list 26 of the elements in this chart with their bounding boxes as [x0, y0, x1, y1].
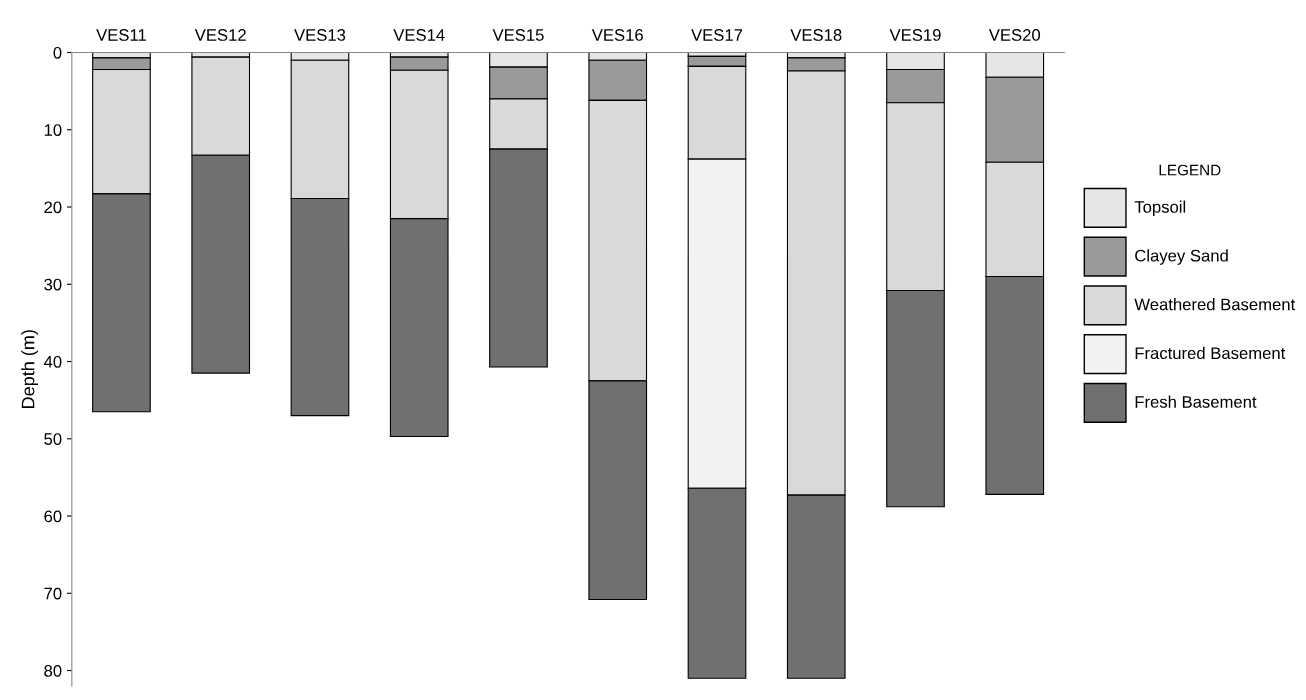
x-tick-label: VES19	[889, 29, 941, 41]
legend-label: Fresh Basement	[1135, 395, 1257, 408]
y-tick-label: 70	[44, 587, 62, 600]
legend-label: Fractured Basement	[1135, 346, 1286, 360]
legend-label: Weathered Basement	[1134, 298, 1296, 311]
y-tick-label: 40	[43, 355, 62, 368]
y-tick-label: 60	[44, 510, 62, 523]
x-tick-label: VES12	[194, 29, 246, 41]
x-tick-label: VES18	[790, 29, 842, 41]
y-tick-label: 10	[44, 124, 62, 136]
y-tick-label: 50	[44, 433, 62, 445]
x-tick-label: VES20	[988, 29, 1041, 41]
x-tick-label: VES15	[492, 29, 544, 41]
legend-label: Clayey Sand	[1135, 249, 1228, 265]
y-tick-label: 20	[44, 201, 62, 214]
x-tick-label: VES13	[294, 29, 346, 41]
y-axis-title: Depth (m)	[21, 330, 39, 408]
legend-title: LEGEND	[1159, 164, 1221, 176]
legend-label: Topsoil	[1134, 200, 1186, 217]
x-tick-label: VES14	[393, 29, 445, 41]
x-tick-label: VES17	[691, 29, 743, 41]
y-tick-label: 80	[44, 664, 62, 677]
y-tick-label: 30	[44, 278, 62, 291]
x-tick-label: VES16	[591, 29, 643, 41]
x-tick-label: VES11	[96, 29, 146, 41]
y-tick-label: 0	[53, 46, 62, 59]
